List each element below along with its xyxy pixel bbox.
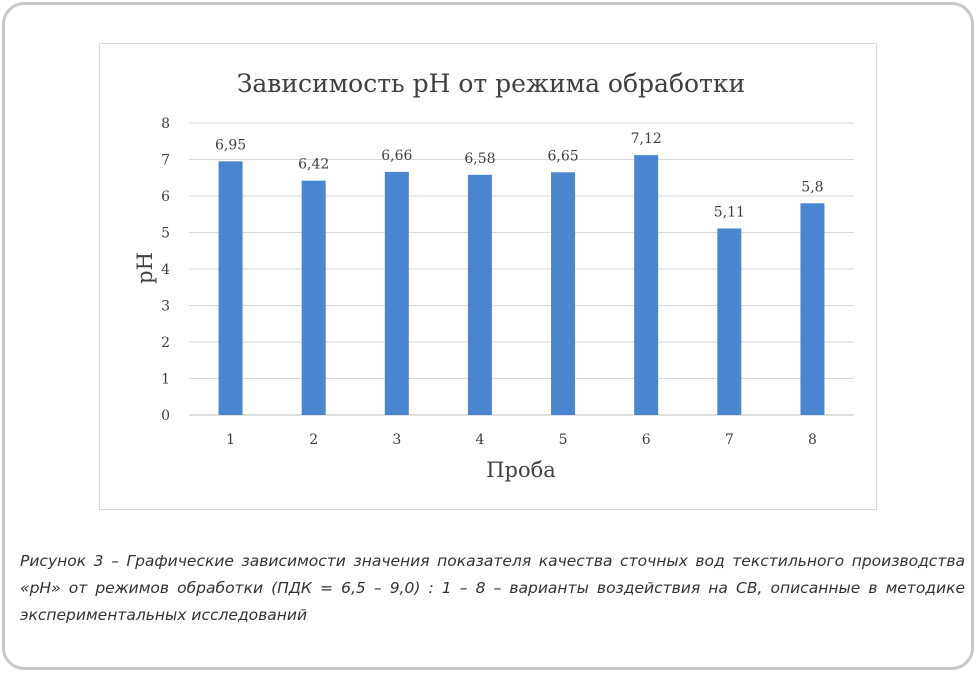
bar-6	[634, 155, 659, 415]
x-tick-label: 4	[475, 432, 484, 448]
x-tick-label: 6	[642, 432, 651, 448]
bar-3	[384, 171, 409, 415]
y-tick-label: 8	[161, 116, 170, 132]
bar-2	[301, 180, 326, 415]
gridlines	[189, 122, 854, 416]
x-axis-ticks: 1 2 3 4 5 6 7 8	[226, 432, 817, 448]
y-tick-label: 0	[161, 408, 170, 424]
bar-7	[717, 228, 742, 415]
x-axis-label: Проба	[486, 458, 556, 482]
y-tick-label: 2	[161, 335, 170, 351]
data-label: 5,11	[714, 204, 745, 220]
bar-8	[800, 203, 825, 415]
data-labels: 6,95 6,42 6,66 6,58 6,65 7,12 5,11 5,8	[215, 131, 824, 220]
x-tick-label: 7	[725, 432, 734, 448]
x-tick-label: 1	[226, 432, 235, 448]
data-label: 6,95	[215, 137, 246, 153]
y-tick-label: 1	[161, 372, 170, 388]
figure-caption: Рисунок 3 – Графические зависимости знач…	[20, 552, 965, 624]
y-axis-ticks: 0 1 2 3 4 5 6 7 8	[161, 116, 170, 424]
data-label: 6,66	[381, 148, 412, 164]
x-tick-label: 3	[392, 432, 401, 448]
data-label: 7,12	[631, 131, 662, 147]
bar-5	[551, 172, 576, 415]
y-tick-label: 3	[161, 299, 170, 315]
data-label: 6,42	[298, 157, 329, 173]
bar-4	[467, 174, 492, 415]
y-tick-label: 6	[161, 189, 170, 205]
x-tick-label: 5	[559, 432, 568, 448]
y-axis-label: pH	[133, 252, 157, 284]
data-label: 5,8	[801, 179, 823, 195]
chart-title: Зависимость pH от режима обработки	[237, 69, 745, 98]
y-tick-label: 4	[161, 262, 170, 278]
x-tick-label: 2	[309, 432, 318, 448]
data-label: 6,58	[464, 151, 495, 167]
ph-bar-chart: Зависимость pH от режима обработки 0 1 2 3 4…	[99, 43, 877, 510]
bar-1	[218, 161, 243, 415]
data-label: 6,65	[547, 148, 578, 164]
y-tick-label: 7	[161, 153, 170, 169]
x-tick-label: 8	[808, 432, 817, 448]
y-tick-label: 5	[161, 226, 170, 242]
bars	[218, 155, 825, 415]
